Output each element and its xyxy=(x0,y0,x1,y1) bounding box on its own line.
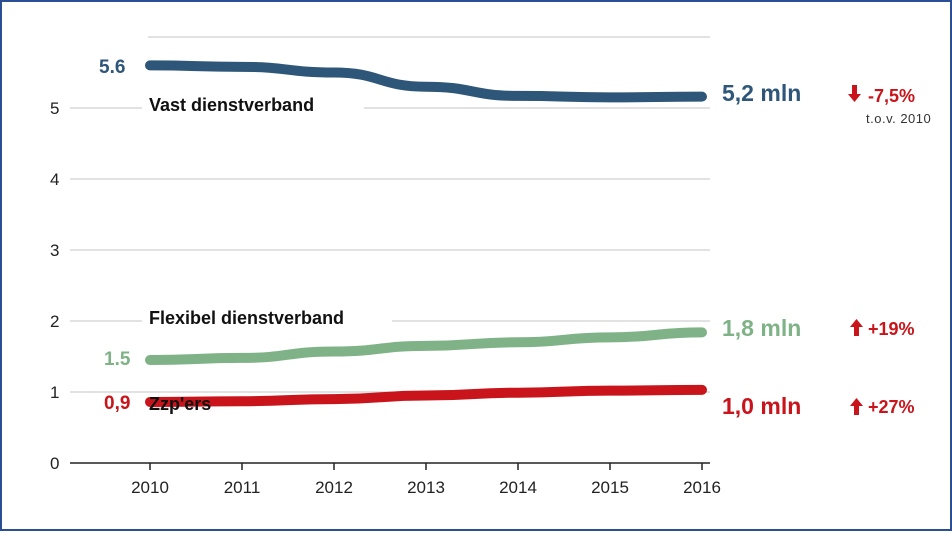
y-tick-label: 3 xyxy=(50,241,59,260)
up-arrow-icon xyxy=(850,319,863,336)
y-tick-label: 4 xyxy=(50,170,59,189)
down-arrow-icon xyxy=(848,85,861,102)
y-tick-label: 0 xyxy=(50,454,59,473)
x-axis-ticks: 2010 2011 2012 2013 2014 2015 2016 xyxy=(131,463,721,497)
series-label-zzp: Zzp'ers xyxy=(149,394,211,414)
series-lines xyxy=(145,60,707,407)
x-tick-label: 2014 xyxy=(499,478,537,497)
change-label-zzp: +27% xyxy=(868,397,915,417)
start-label-vast: 5.6 xyxy=(99,57,125,78)
y-tick-label: 2 xyxy=(50,312,59,331)
start-label-flexibel: 1.5 xyxy=(104,349,131,370)
start-label-zzp: 0,9 xyxy=(104,393,130,414)
series-line-zzp xyxy=(145,384,707,407)
flex-label-halo xyxy=(142,303,392,333)
y-tick-label: 1 xyxy=(50,383,59,402)
end-label-vast: 5,2 mln xyxy=(722,80,801,106)
up-arrow-icon xyxy=(850,398,863,415)
x-tick-label: 2015 xyxy=(591,478,629,497)
ymax-label-halo xyxy=(46,24,148,50)
y-tick-label: 5 xyxy=(50,99,59,118)
x-tick-label: 2012 xyxy=(315,478,353,497)
end-label-flexibel: 1,8 mln xyxy=(722,315,801,341)
series-line-flexibel xyxy=(145,327,707,366)
change-note-vast: t.o.v. 2010 xyxy=(866,111,931,126)
x-tick-label: 2013 xyxy=(407,478,445,497)
series-line-vast xyxy=(145,60,707,103)
x-tick-label: 2016 xyxy=(683,478,721,497)
x-tick-label: 2010 xyxy=(131,478,169,497)
x-tick-label: 2011 xyxy=(224,478,261,497)
change-label-flexibel: +19% xyxy=(868,319,915,339)
end-label-zzp: 1,0 mln xyxy=(722,393,801,419)
series-label-flexibel: Flexibel dienstverband xyxy=(149,308,344,328)
change-label-vast: -7,5% xyxy=(868,86,915,106)
series-label-vast: Vast dienstverband xyxy=(149,95,314,115)
vast-label-halo xyxy=(142,88,364,118)
